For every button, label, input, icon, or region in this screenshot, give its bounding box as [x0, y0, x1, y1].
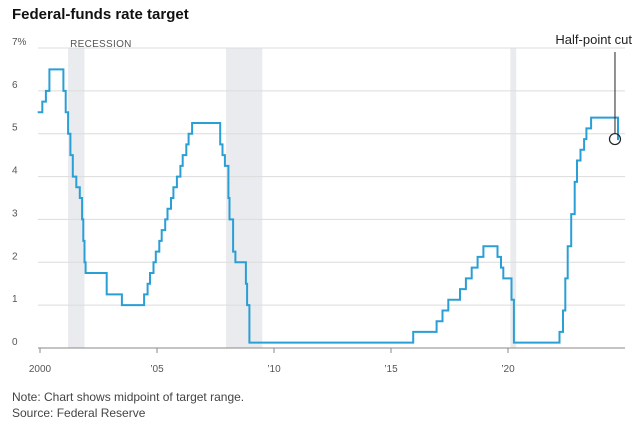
y-tick-label: 2 [12, 251, 18, 262]
x-tick-label: 2000 [29, 364, 52, 375]
y-tick-label: 6 [12, 80, 18, 91]
recession-band-2 [510, 48, 517, 348]
recession-label: RECESSION [70, 39, 132, 50]
recession-band-1 [226, 48, 263, 348]
chart-note: Note: Chart shows midpoint of target ran… [12, 390, 245, 404]
y-tick-label: 1 [12, 294, 18, 305]
x-axis-labels: 2000 ’05 ’10 ’15 ’20 [29, 348, 515, 375]
y-axis-labels: 0 1 2 3 4 5 6 7% [12, 37, 27, 348]
x-tick-label: ’20 [501, 364, 515, 375]
gridlines [38, 47, 625, 349]
series-line [37, 68, 620, 344]
x-tick-label: ’15 [384, 364, 398, 375]
fed-funds-chart: 0 1 2 3 4 5 6 7% 2000 ’05 ’10 ’15 ’20 RECESSION Hal… [12, 32, 632, 375]
annotation-marker [608, 132, 622, 146]
half-point-cut-annotation: Half-point cut [555, 32, 632, 146]
chart-source: Source: Federal Reserve [12, 406, 146, 420]
y-tick-label: 4 [12, 166, 18, 177]
y-tick-label: 3 [12, 208, 18, 219]
x-tick-label: ’10 [267, 364, 281, 375]
recession-bands [68, 48, 517, 348]
y-tick-label: 0 [12, 337, 18, 348]
chart-title: Federal-funds rate target [12, 6, 189, 23]
y-tick-label: 5 [12, 123, 18, 134]
annotation-text: Half-point cut [555, 32, 632, 47]
y-tick-label: 7% [12, 37, 27, 48]
x-tick-label: ’05 [150, 364, 164, 375]
recession-band-0 [68, 48, 85, 348]
